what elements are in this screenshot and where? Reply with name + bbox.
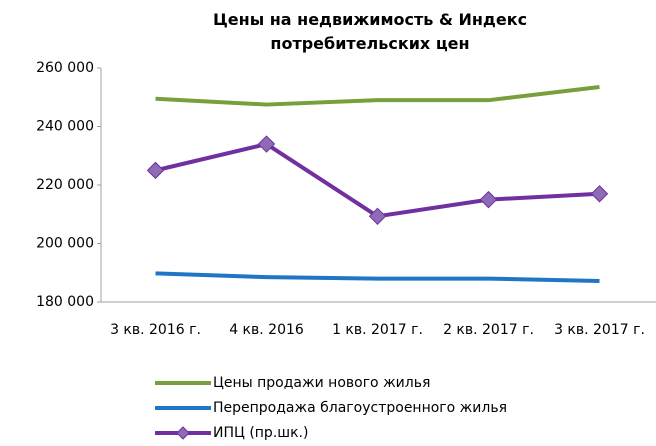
legend-label: ИПЦ (пр.шк.) <box>213 425 308 441</box>
marker <box>257 135 276 153</box>
series-line <box>155 85 600 107</box>
y-tick-label: 180 000 <box>36 294 94 310</box>
x-tick-label: 3 кв. 2016 г. <box>110 322 201 338</box>
y-tick-label: 220 000 <box>36 177 94 193</box>
marker <box>368 207 387 226</box>
x-tick-label: 4 кв. 2016 <box>229 322 304 338</box>
chart-title: Цены на недвижимость & Индекс потребител… <box>212 10 528 53</box>
marker <box>590 185 609 203</box>
y-tick-label: 260 000 <box>36 60 94 76</box>
x-tick-label: 1 кв. 2017 г. <box>332 322 423 338</box>
legend-marker <box>176 426 190 440</box>
y-tick-label: 240 000 <box>36 119 94 135</box>
legend-label: Перепродажа благоустроенного жилья <box>213 400 507 416</box>
x-tick-label: 2 кв. 2017 г. <box>443 322 534 338</box>
legend-label: Цены продажи нового жилья <box>213 375 430 391</box>
y-tick-label: 200 000 <box>36 236 94 252</box>
marker <box>479 190 498 209</box>
marker <box>146 161 165 180</box>
x-tick-label: 3 кв. 2017 г. <box>554 322 645 338</box>
series-line <box>155 142 600 219</box>
series-line <box>155 271 600 283</box>
